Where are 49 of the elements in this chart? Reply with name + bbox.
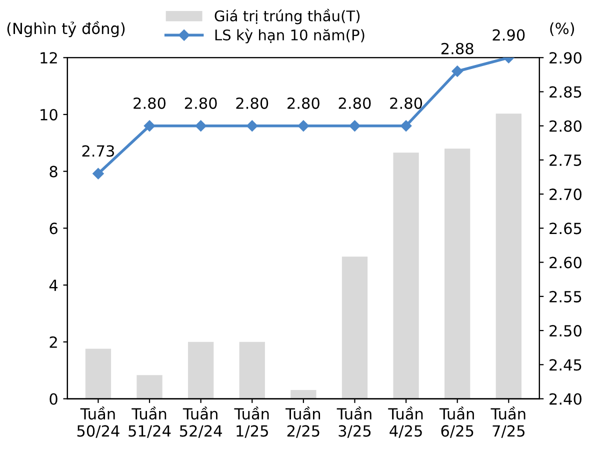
text: 2.60 xyxy=(550,256,582,268)
legend-label: Giá trị trúng thầu(T) xyxy=(214,8,360,24)
data-label: 2.73 xyxy=(82,145,114,157)
text: 2.90 xyxy=(550,52,582,64)
y-tick-label: 10 xyxy=(40,108,58,121)
bar xyxy=(496,114,522,399)
y-tick-label: 2 xyxy=(50,336,57,348)
legend-label: LS kỳ hạn 10 năm(P) xyxy=(215,28,364,44)
x-tick-label: Tuần 1/25 xyxy=(234,406,269,438)
text: 2.75 xyxy=(550,154,582,166)
text: 2.50 xyxy=(550,325,582,337)
text: 2.80 xyxy=(550,120,582,132)
text: 2.40 xyxy=(550,393,582,405)
text: 2.45 xyxy=(550,359,582,371)
y-tick-label: 12 xyxy=(40,52,57,64)
bar xyxy=(188,342,214,399)
y-tick-label: 0 xyxy=(50,393,58,405)
x-tick-label: Tuần 51/24 xyxy=(128,406,171,438)
data-label: 2.80 xyxy=(288,97,320,110)
text: 2.65 xyxy=(550,222,582,234)
x-tick-label: Tuần 52/24 xyxy=(180,406,222,438)
text: 2.70 xyxy=(550,188,582,200)
data-label: 2.88 xyxy=(441,42,474,54)
x-tick-label: Tuần 7/25 xyxy=(490,406,526,438)
bar xyxy=(239,342,265,399)
y-tick-label: 8 xyxy=(50,166,58,178)
bar xyxy=(136,375,162,399)
x-tick-label: Tuần 2/25 xyxy=(286,406,320,438)
text: 2.55 xyxy=(550,290,582,302)
bar xyxy=(393,152,419,399)
x-tick-label: Tuần 6/25 xyxy=(439,406,474,438)
data-label: 2.80 xyxy=(338,97,371,110)
data-label: 2.90 xyxy=(492,29,525,41)
data-label: 2.80 xyxy=(134,97,166,110)
data-label: 2.80 xyxy=(390,97,422,110)
bar xyxy=(444,148,470,399)
x-tick-label: Tuần 3/25 xyxy=(336,406,372,438)
bar xyxy=(342,256,368,399)
data-label: 2.80 xyxy=(236,97,268,110)
x-tick-label: Tuần 50/24 xyxy=(77,406,120,438)
bar xyxy=(85,348,112,399)
y-tick-label: 4 xyxy=(49,280,58,291)
text: 2.85 xyxy=(550,86,582,98)
y-axis-title: (Nghìn tỷ đồng) xyxy=(7,21,125,38)
y2-axis-title: (%) xyxy=(550,22,574,36)
y-tick-label: 6 xyxy=(50,222,58,234)
data-label: 2.80 xyxy=(184,97,217,110)
x-tick-label: Tuần 4/25 xyxy=(388,406,423,438)
bar xyxy=(290,390,316,399)
